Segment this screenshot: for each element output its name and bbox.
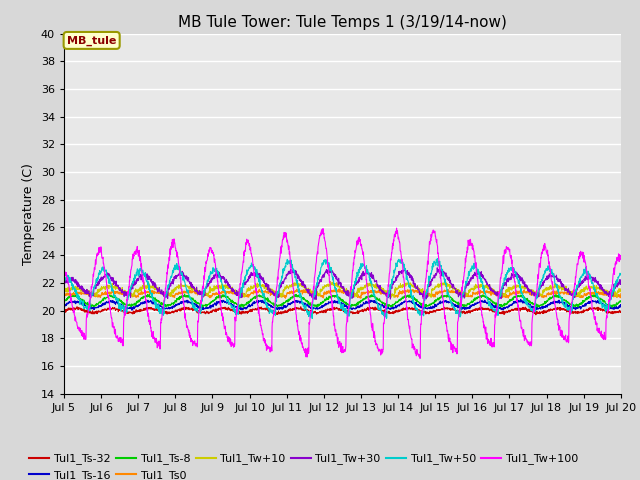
Tul1_Tw+100: [60, 266, 68, 272]
Line: Tul1_Tw+10: Tul1_Tw+10: [64, 281, 621, 298]
Title: MB Tule Tower: Tule Temps 1 (3/19/14-now): MB Tule Tower: Tule Temps 1 (3/19/14-now…: [178, 15, 507, 30]
Tul1_Ts-32: [316, 309, 324, 315]
Tul1_Ts-16: [316, 304, 324, 310]
Tul1_Tw+50: [88, 291, 96, 297]
Tul1_Tw+50: [60, 279, 68, 285]
Tul1_Ts0: [335, 286, 343, 292]
Tul1_Ts-8: [617, 298, 625, 304]
Tul1_Tw+10: [316, 287, 324, 292]
Line: Tul1_Ts-8: Tul1_Ts-8: [64, 294, 621, 307]
Tul1_Ts-16: [602, 303, 609, 309]
Tul1_Tw+30: [331, 272, 339, 277]
Tul1_Ts-8: [601, 299, 609, 305]
Tul1_Tw+10: [390, 295, 398, 300]
Tul1_Ts-16: [128, 307, 136, 313]
Tul1_Tw+50: [331, 284, 339, 290]
Tul1_Ts0: [602, 291, 609, 297]
Line: Tul1_Tw+50: Tul1_Tw+50: [64, 259, 621, 319]
Tul1_Ts-16: [499, 306, 506, 312]
Tul1_Tw+10: [293, 278, 301, 284]
Tul1_Ts0: [60, 292, 68, 298]
Tul1_Tw+30: [316, 277, 324, 283]
Tul1_Tw+50: [601, 304, 609, 310]
Tul1_Tw+100: [88, 282, 96, 288]
Tul1_Tw+10: [602, 289, 609, 295]
Tul1_Tw+50: [434, 256, 442, 262]
Tul1_Tw+100: [393, 225, 401, 231]
Tul1_Ts-8: [499, 303, 506, 309]
Line: Tul1_Ts0: Tul1_Ts0: [64, 289, 621, 298]
Tul1_Tw+50: [602, 305, 609, 311]
Tul1_Tw+100: [316, 232, 324, 238]
Tul1_Tw+100: [331, 324, 339, 330]
Tul1_Ts0: [88, 291, 96, 297]
Tul1_Tw+30: [617, 280, 625, 286]
Tul1_Tw+100: [602, 336, 609, 342]
Tul1_Ts-32: [499, 311, 506, 316]
Tul1_Tw+50: [308, 316, 316, 322]
Tul1_Tw+10: [601, 288, 609, 294]
Line: Tul1_Tw+30: Tul1_Tw+30: [64, 267, 621, 300]
Tul1_Ts0: [617, 291, 625, 297]
Tul1_Tw+30: [401, 264, 408, 270]
Tul1_Ts-16: [60, 304, 68, 310]
Tul1_Ts-16: [601, 304, 609, 310]
Tul1_Ts-8: [331, 294, 339, 300]
Tul1_Ts-8: [316, 301, 324, 307]
Line: Tul1_Ts-16: Tul1_Ts-16: [64, 300, 621, 310]
Tul1_Ts-32: [88, 309, 96, 315]
Tul1_Ts-8: [609, 304, 616, 310]
Tul1_Ts0: [316, 293, 324, 299]
Tul1_Ts0: [499, 291, 507, 297]
Tul1_Tw+30: [602, 289, 609, 295]
Tul1_Ts-32: [297, 304, 305, 310]
Tul1_Tw+10: [60, 288, 68, 294]
Tul1_Tw+30: [60, 282, 68, 288]
Tul1_Ts-16: [617, 303, 625, 309]
Line: Tul1_Tw+100: Tul1_Tw+100: [64, 228, 621, 359]
Tul1_Ts0: [282, 295, 289, 301]
Tul1_Ts-32: [331, 306, 339, 312]
Tul1_Tw+100: [601, 336, 609, 342]
Tul1_Tw+100: [417, 356, 424, 361]
Tul1_Tw+50: [316, 271, 324, 276]
Tul1_Ts0: [331, 288, 339, 294]
Tul1_Tw+10: [88, 292, 96, 298]
Tul1_Ts-32: [602, 308, 609, 314]
Tul1_Ts-8: [88, 302, 96, 308]
Tul1_Ts-16: [88, 306, 96, 312]
Tul1_Tw+30: [601, 288, 609, 294]
Tul1_Tw+100: [499, 258, 507, 264]
Tul1_Ts-16: [517, 297, 525, 302]
Legend: Tul1_Ts-32, Tul1_Ts-16, Tul1_Ts-8, Tul1_Ts0, Tul1_Tw+10, Tul1_Tw+30, Tul1_Tw+50,: Tul1_Ts-32, Tul1_Ts-16, Tul1_Ts-8, Tul1_…: [25, 449, 582, 480]
Tul1_Ts0: [601, 292, 609, 298]
Tul1_Ts-32: [60, 309, 68, 315]
Tul1_Tw+10: [331, 282, 339, 288]
Y-axis label: Temperature (C): Temperature (C): [22, 163, 35, 264]
Text: MB_tule: MB_tule: [67, 36, 116, 46]
Tul1_Tw+30: [88, 291, 96, 297]
Tul1_Tw+10: [499, 291, 507, 297]
Tul1_Tw+30: [499, 286, 507, 292]
Tul1_Tw+50: [617, 271, 625, 277]
Tul1_Ts-16: [331, 299, 339, 304]
Line: Tul1_Ts-32: Tul1_Ts-32: [64, 307, 621, 315]
Tul1_Ts-8: [180, 291, 188, 297]
Tul1_Tw+10: [617, 286, 625, 292]
Tul1_Ts-32: [617, 308, 625, 314]
Tul1_Ts-32: [601, 308, 609, 313]
Tul1_Tw+100: [617, 257, 625, 263]
Tul1_Ts-32: [532, 312, 540, 318]
Tul1_Tw+30: [312, 297, 320, 302]
Tul1_Ts-8: [60, 299, 68, 304]
Tul1_Tw+50: [499, 280, 507, 286]
Tul1_Ts-8: [601, 299, 609, 304]
